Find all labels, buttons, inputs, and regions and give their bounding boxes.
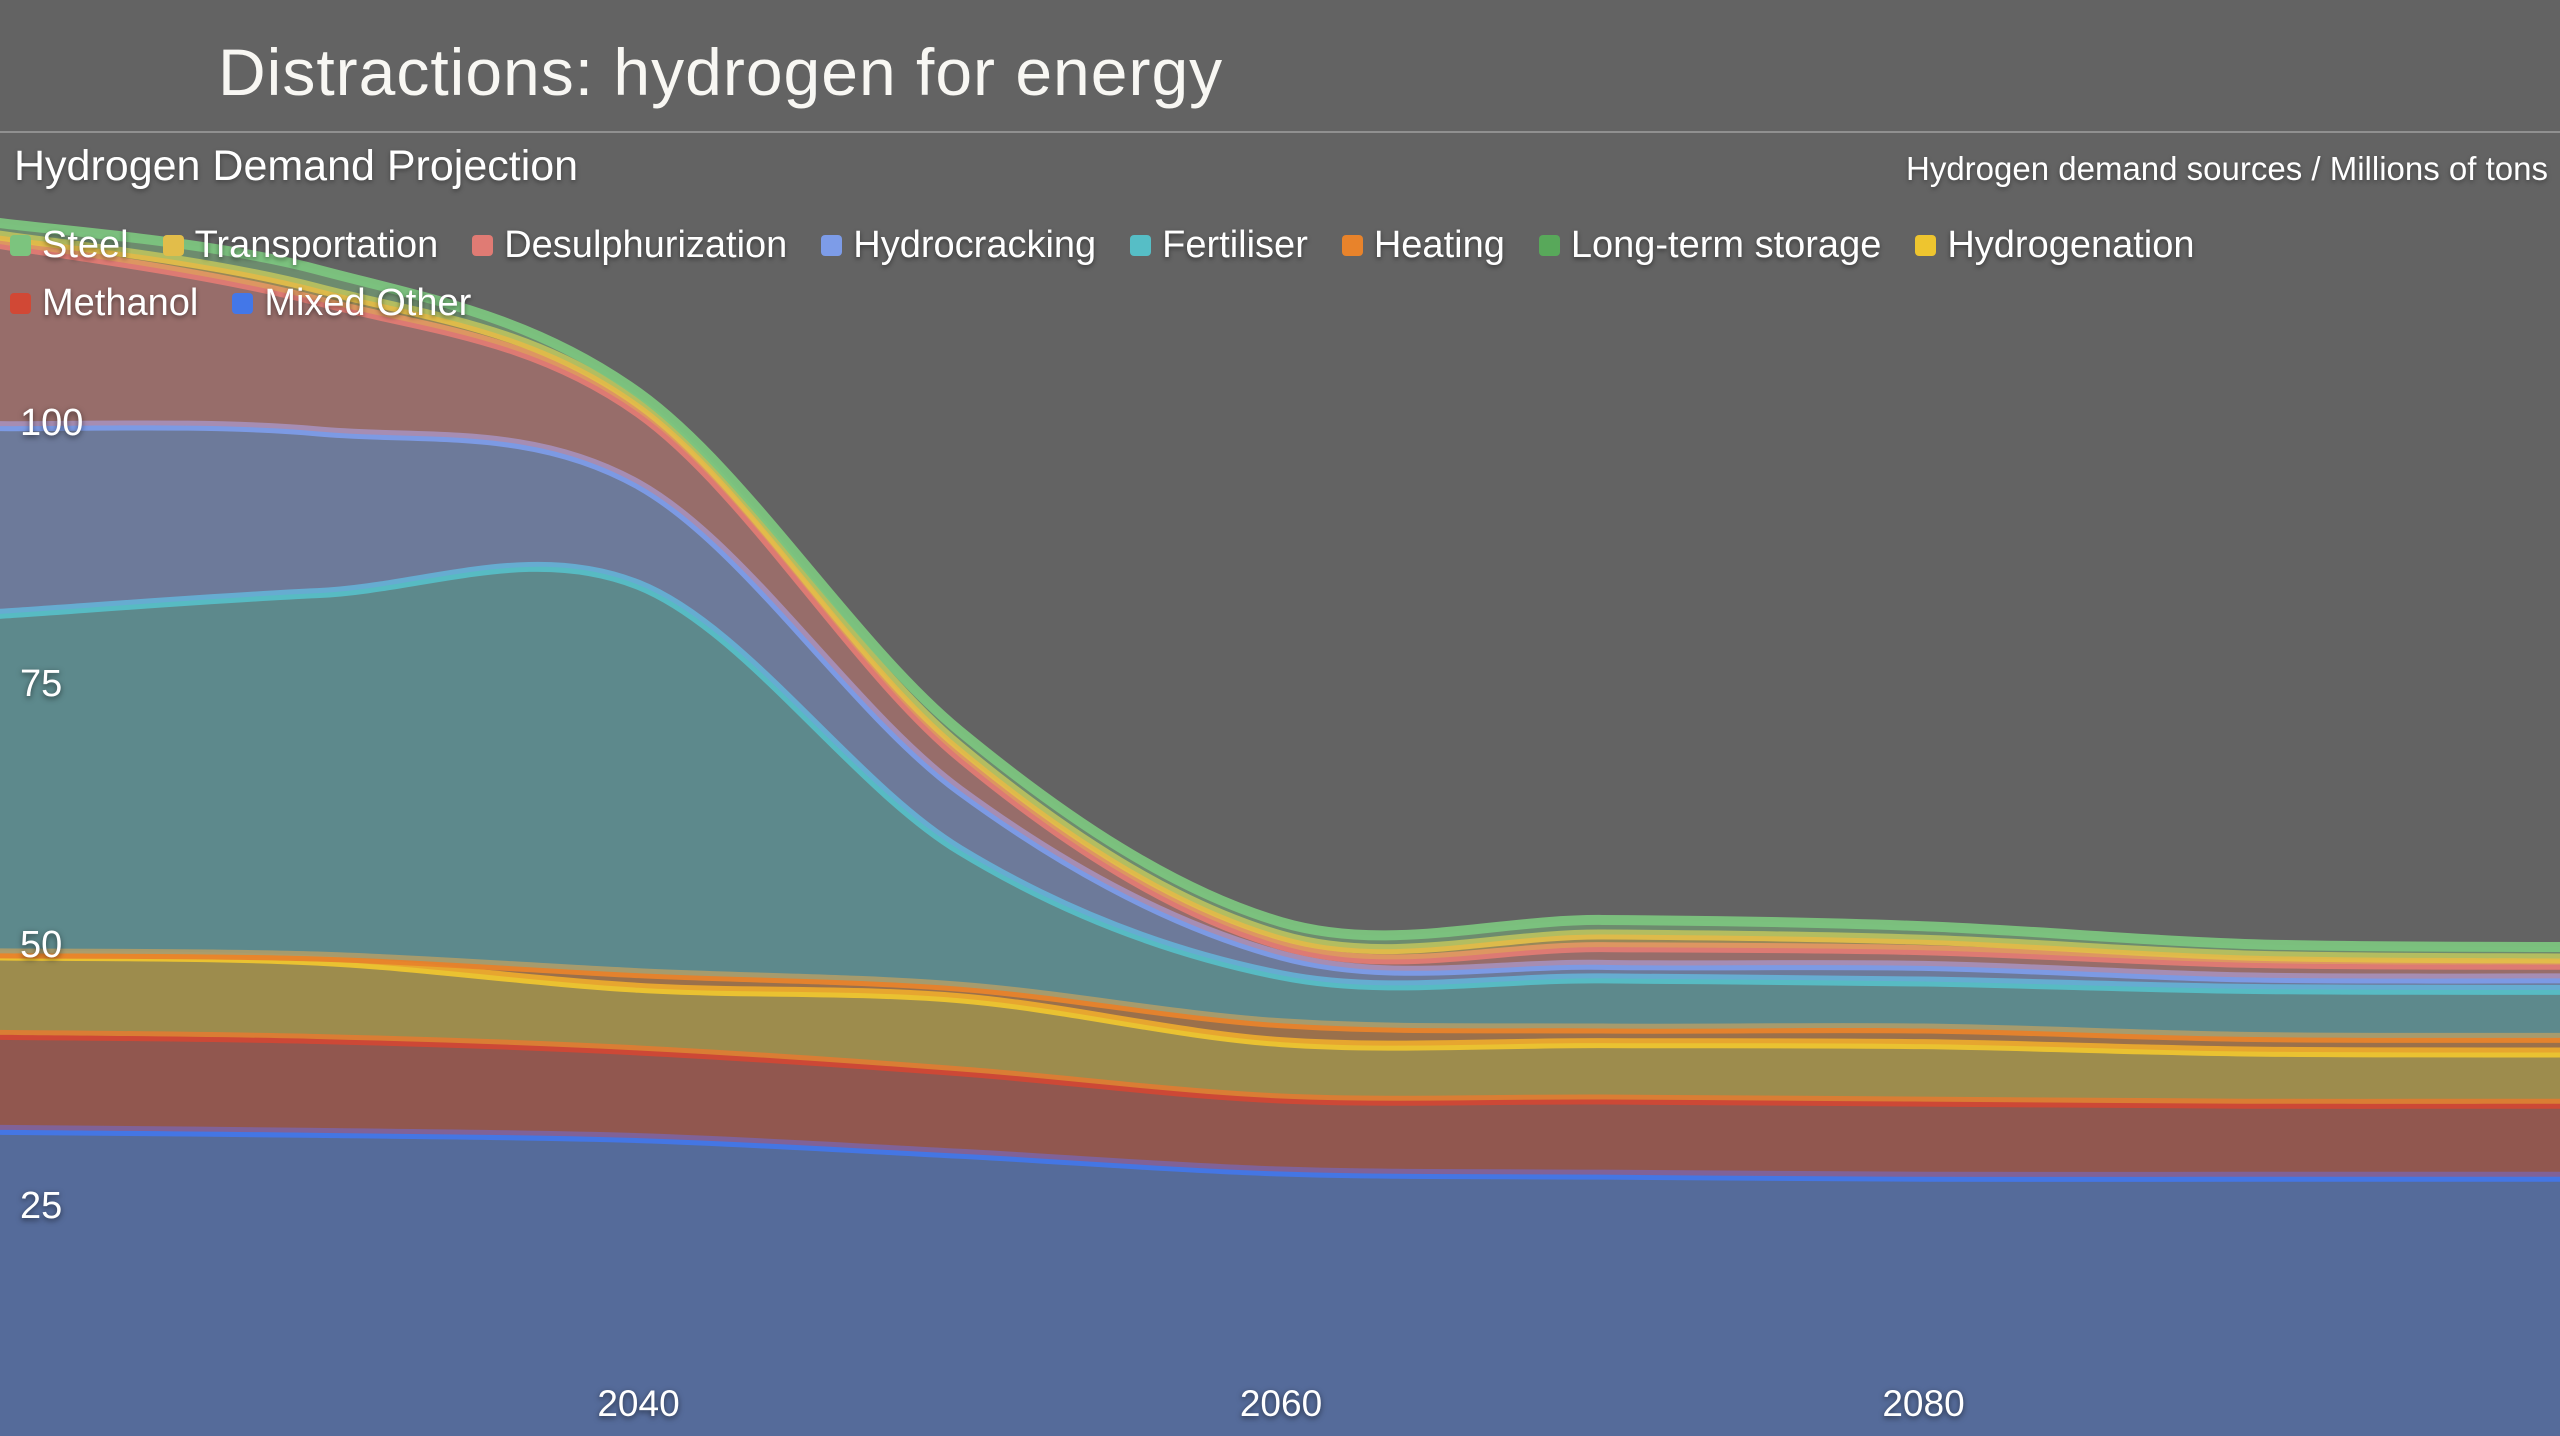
legend-swatch-icon [1341, 234, 1363, 256]
legend-item-fertiliser[interactable]: Fertiliser [1130, 220, 1308, 270]
area-mixed-other [0, 1129, 2560, 1436]
legend-swatch-icon [10, 292, 31, 314]
legend-swatch-icon [1130, 234, 1152, 256]
unit-axis-label: Hydrogen demand sources / Millions of to… [1906, 150, 2548, 187]
legend-label: Transportation [194, 223, 439, 266]
legend-item-hydrogenation[interactable]: Hydrogenation [1915, 220, 2195, 270]
x-axis-tick-2060: 2060 [1239, 1383, 1323, 1424]
legend-swatch-icon [232, 292, 254, 314]
x-axis-tick-2040: 2040 [597, 1383, 680, 1424]
legend-item-methanol[interactable]: Methanol [10, 278, 198, 328]
line-methanol [0, 1029, 2560, 1109]
legend-label: Hydrocracking [853, 223, 1097, 266]
legend-label: Heating [1373, 223, 1505, 266]
legend-item-transportation[interactable]: Transportation [162, 220, 439, 270]
legend-item-long-term-storage[interactable]: Long-term storage [1538, 220, 1882, 270]
legend-label: Long-term storage [1570, 223, 1882, 266]
line-transportation [0, 230, 2560, 964]
legend-label: Desulphurization [504, 223, 788, 266]
legend-item-hydrocracking[interactable]: Hydrocracking [821, 220, 1096, 270]
x-axis-tick-2080: 2080 [1882, 1383, 1965, 1424]
legend-label: Methanol [42, 281, 199, 324]
legend-label: Mixed Other [264, 281, 472, 324]
y-axis-tick-25: 25 [20, 1185, 63, 1227]
line-desulphurization [0, 238, 2560, 970]
legend-swatch-icon [10, 234, 31, 256]
legend-swatch-icon [472, 234, 494, 256]
header-divider [0, 131, 2560, 133]
legend-label: Steel [42, 223, 129, 266]
area-hydrocracking [0, 425, 2560, 990]
legend-label: Fertiliser [1162, 223, 1308, 266]
legend-swatch-icon [821, 234, 843, 256]
y-axis-tick-75: 75 [20, 663, 63, 705]
line-fertiliser [0, 561, 2560, 995]
area-fertiliser [0, 566, 2560, 1038]
legend-label: Hydrogenation [1947, 223, 2195, 266]
legend-swatch-icon [1538, 234, 1560, 256]
y-axis-tick-100: 100 [20, 402, 84, 444]
area-methanol [0, 1034, 2560, 1177]
line-heating [0, 948, 2560, 1043]
line-mixed-other [0, 1124, 2560, 1182]
slide-title: Distractions: hydrogen for energy [218, 35, 1224, 109]
legend: Steel Transportation Desulphurization Hydro… [10, 220, 2555, 328]
area-desulphurization [0, 244, 2560, 979]
legend-swatch-icon [162, 234, 184, 256]
y-axis-tick-50: 50 [20, 924, 63, 966]
line-hydrocracking [0, 420, 2560, 984]
chart-title: Hydrogen Demand Projection [14, 142, 579, 190]
legend-item-mixed-other[interactable]: Mixed Other [232, 278, 471, 328]
legend-swatch-icon [1915, 234, 1937, 256]
legend-item-desulphurization[interactable]: Desulphurization [472, 220, 787, 270]
line-steel [0, 218, 2560, 953]
legend-item-heating[interactable]: Heating [1341, 220, 1505, 270]
legend-item-steel[interactable]: Steel [10, 220, 129, 270]
